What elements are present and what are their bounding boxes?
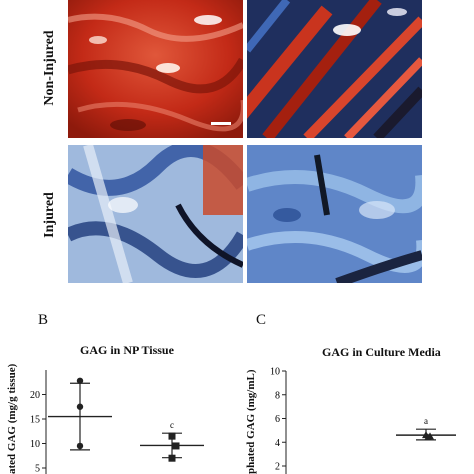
y-tick-label: 2 — [275, 462, 280, 473]
panel-letter-c: C — [256, 312, 267, 328]
data-point — [76, 442, 84, 450]
y-tick-label: 10 — [270, 367, 280, 378]
histology-noninjured-left — [68, 0, 243, 138]
chart-title-np-tissue: GAG in NP Tissue — [80, 343, 174, 357]
data-point — [172, 442, 180, 450]
y-tick-label: 5 — [35, 464, 40, 474]
histology-image — [68, 0, 243, 138]
y-tick-label: 15 — [30, 415, 40, 426]
histology-noninjured-right — [247, 0, 422, 138]
y-tick-label: 20 — [30, 390, 40, 401]
y-tick-label: 10 — [30, 439, 40, 450]
chart-title-culture-media: GAG in Culture Media — [322, 345, 441, 359]
significance-label: a — [424, 416, 428, 426]
data-point — [76, 377, 84, 384]
y-tick-label: 6 — [275, 414, 280, 425]
histology-image — [68, 145, 243, 283]
scale-bar — [211, 122, 231, 125]
y-tick-label: 8 — [275, 390, 280, 401]
histology-injured-right — [247, 145, 422, 283]
histology-image — [247, 145, 422, 283]
y-tick-label: 4 — [275, 438, 280, 449]
significance-label: c — [170, 420, 174, 430]
histology-image — [247, 0, 422, 138]
data-point — [168, 432, 176, 440]
data-point — [426, 432, 434, 440]
data-point — [168, 454, 176, 462]
panel-letter-b: B — [38, 312, 49, 328]
data-point — [76, 403, 84, 410]
histology-injured-left — [68, 145, 243, 283]
